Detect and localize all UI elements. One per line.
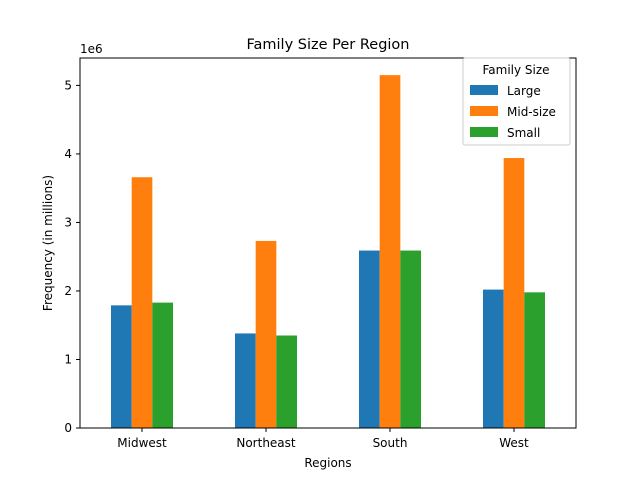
bar-large-west bbox=[483, 289, 504, 428]
chart-title: Family Size Per Region bbox=[247, 37, 410, 53]
x-tick-label: Northeast bbox=[236, 436, 296, 450]
legend-swatch-small bbox=[470, 127, 498, 137]
plot-frame bbox=[79, 57, 577, 429]
bar-large-midwest bbox=[111, 305, 132, 428]
bar-small-south bbox=[400, 250, 421, 428]
bar-large-south bbox=[359, 250, 380, 428]
bar-mid-size-midwest bbox=[131, 177, 153, 428]
legend-label: Small bbox=[507, 126, 540, 140]
y-tick-label: 5 bbox=[64, 78, 72, 92]
bar-mid-size-west bbox=[503, 158, 525, 429]
x-axis: Midwest Northeast South West bbox=[117, 428, 529, 450]
legend-items: Large Mid-size Small bbox=[470, 84, 556, 140]
x-axis-label: Regions bbox=[304, 456, 351, 470]
legend-swatch-mid-size bbox=[470, 106, 498, 116]
legend-label: Large bbox=[507, 84, 541, 98]
bar-mid-size-northeast bbox=[255, 240, 277, 428]
legend-title: Family Size bbox=[482, 63, 549, 77]
bar-large-northeast bbox=[235, 333, 256, 428]
legend-swatch-large bbox=[470, 85, 498, 95]
y-tick-label: 0 bbox=[64, 421, 72, 435]
y-tick-label: 2 bbox=[64, 284, 72, 298]
x-tick-label: Midwest bbox=[117, 436, 167, 450]
y-scale-label: 1e6 bbox=[80, 42, 103, 56]
y-tick-label: 4 bbox=[64, 147, 72, 161]
y-axis-label: Frequency (in millions) bbox=[41, 175, 55, 311]
bars-group bbox=[111, 75, 545, 429]
y-tick-label: 3 bbox=[64, 215, 72, 229]
bar-small-midwest bbox=[152, 302, 173, 428]
legend: Family Size Large Mid-size Small bbox=[462, 57, 571, 146]
bar-small-west bbox=[524, 292, 545, 428]
y-axis: 0 1 2 3 4 5 bbox=[64, 78, 80, 435]
bar-mid-size-south bbox=[379, 75, 401, 428]
x-tick-label: South bbox=[373, 436, 408, 450]
bar-small-northeast bbox=[276, 335, 297, 428]
legend-frame bbox=[462, 57, 571, 146]
x-tick-label: West bbox=[499, 436, 529, 450]
legend-label: Mid-size bbox=[507, 105, 556, 119]
y-tick-label: 1 bbox=[64, 352, 72, 366]
